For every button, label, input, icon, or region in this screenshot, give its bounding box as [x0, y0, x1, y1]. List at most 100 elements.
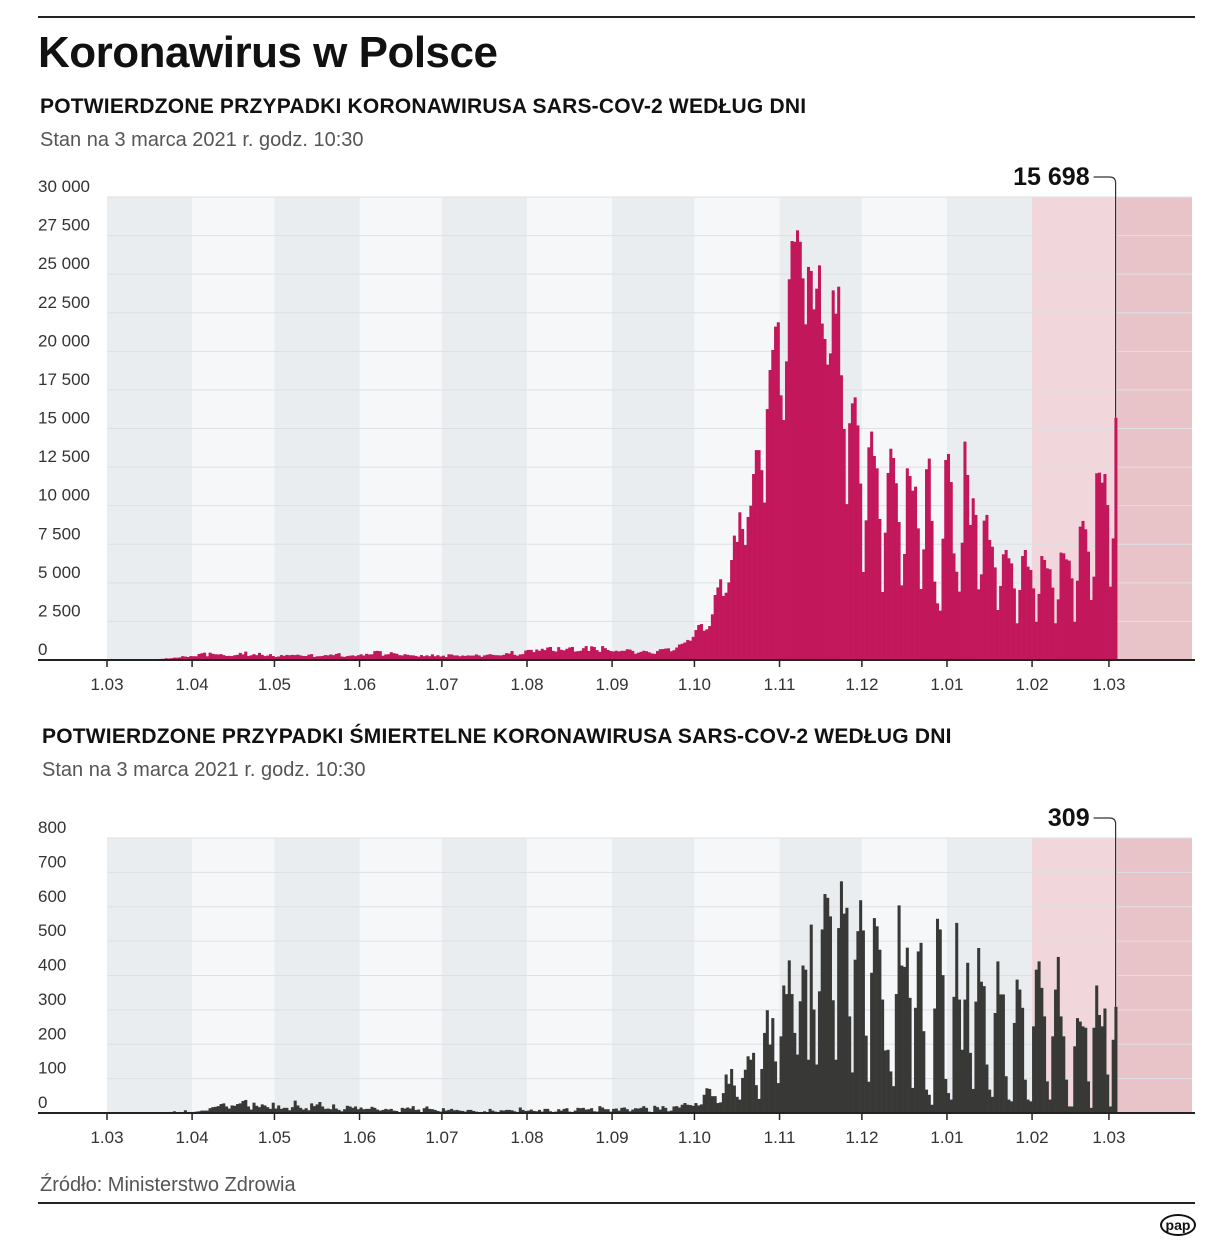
deaths-bar: [955, 922, 959, 1113]
cases-bar: [205, 656, 209, 660]
deaths-bar: [1059, 1016, 1063, 1113]
cases-bar: [1075, 580, 1080, 660]
deaths-bar: [1067, 1106, 1071, 1113]
deaths-bar: [645, 1107, 649, 1113]
deaths-bar: [1054, 989, 1058, 1113]
cases-bar: [966, 474, 970, 660]
cases-bar: [312, 656, 316, 660]
deaths-bar: [271, 1102, 275, 1113]
deaths-bar: [425, 1106, 429, 1113]
deaths-bar: [1012, 1022, 1016, 1113]
deaths-bar: [927, 1094, 931, 1113]
cases-bar: [194, 656, 198, 660]
cases-bar: [477, 655, 481, 660]
cases-bar: [960, 542, 964, 660]
cases-bar: [1084, 529, 1088, 660]
deaths-bar: [505, 1109, 509, 1113]
cases-bar: [518, 654, 522, 660]
x-tick-label: 1.04: [176, 675, 209, 694]
deaths-bar: [993, 1012, 997, 1113]
deaths-bar: [806, 1059, 811, 1113]
deaths-bar: [688, 1105, 692, 1113]
x-tick-label: 1.03: [90, 675, 123, 694]
cases-bar: [1095, 473, 1099, 660]
y-tick-label: 5 000: [38, 563, 81, 582]
cases-bar: [392, 653, 396, 660]
deaths-bar: [861, 930, 865, 1113]
deaths-bar: [263, 1105, 267, 1113]
cases-bar: [505, 653, 509, 660]
cases-bar: [724, 592, 728, 660]
cases-bar: [708, 626, 712, 660]
deaths-bar: [617, 1110, 621, 1113]
cases-bar: [263, 656, 267, 660]
deaths-bar: [966, 962, 970, 1113]
deaths-bar: [601, 1107, 605, 1113]
deaths-bar: [702, 1094, 706, 1113]
deaths-bar: [837, 928, 841, 1113]
cases-bar: [568, 647, 572, 660]
deaths-bar: [875, 926, 879, 1113]
cases-bar: [639, 651, 643, 660]
cases-bar: [214, 654, 218, 660]
cases-bar: [677, 644, 682, 660]
deaths-bar: [785, 994, 789, 1113]
deaths-bar: [1007, 1099, 1011, 1113]
deaths-bar: [1023, 1079, 1027, 1113]
cases-bar: [400, 655, 404, 660]
cases-bar: [172, 657, 176, 660]
cases-bar: [702, 630, 706, 660]
deaths-bar: [974, 1001, 978, 1113]
deaths-bar: [669, 1110, 673, 1113]
cases-bar: [299, 655, 303, 660]
cases-bar: [979, 574, 983, 660]
deaths-bar: [639, 1107, 643, 1113]
deaths-bar: [1045, 1081, 1049, 1113]
x-tick-label: 1.03: [90, 1128, 123, 1147]
deaths-bar: [441, 1108, 445, 1113]
bottom-rule: [38, 1202, 1195, 1204]
y-tick-label: 500: [38, 921, 66, 940]
deaths-bar: [1004, 1076, 1008, 1113]
deaths-bar: [889, 1071, 893, 1113]
deaths-bar: [345, 1105, 349, 1113]
deaths-bar: [1018, 989, 1022, 1113]
deaths-bar: [694, 1103, 698, 1113]
cases-bar: [938, 610, 942, 660]
cases-bar: [889, 448, 893, 660]
cases-bar: [249, 655, 253, 660]
cases-bar: [658, 649, 662, 660]
deaths-bar: [354, 1106, 358, 1113]
deaths-bar: [510, 1110, 514, 1113]
cases-bar: [378, 651, 382, 660]
cases-bar: [730, 559, 734, 660]
cases-bar: [340, 656, 344, 660]
deaths-bar: [699, 1104, 703, 1113]
cases-bar: [768, 370, 772, 660]
deaths-bar: [727, 1083, 731, 1113]
deaths-bar: [285, 1107, 289, 1113]
x-tick-label: 1.10: [678, 675, 711, 694]
cases-bar: [425, 655, 429, 660]
deaths-bar: [447, 1109, 451, 1113]
deaths-bar: [337, 1109, 341, 1113]
cases-bar: [285, 654, 289, 660]
cases-bar: [941, 538, 945, 660]
cases-bar: [686, 639, 690, 660]
cases-bar: [321, 655, 325, 660]
cases-bar: [664, 648, 668, 660]
deaths-bar: [960, 1049, 964, 1113]
deaths-bar: [1043, 1016, 1047, 1113]
x-tick-label: 1.06: [343, 675, 376, 694]
cases-chart-title: POTWIERDZONE PRZYPADKI KORONAWIRUSA SARS…: [40, 95, 807, 118]
deaths-bar: [625, 1109, 629, 1113]
cases-bar: [227, 655, 231, 660]
cases-bar: [290, 654, 294, 660]
cases-bar: [697, 624, 701, 660]
x-tick-label: 1.08: [510, 1128, 543, 1147]
cases-bar: [301, 655, 305, 660]
cases-bar: [1051, 587, 1055, 660]
deaths-bar: [386, 1109, 391, 1113]
cases-bar: [908, 476, 912, 660]
deaths-bar: [458, 1110, 462, 1113]
